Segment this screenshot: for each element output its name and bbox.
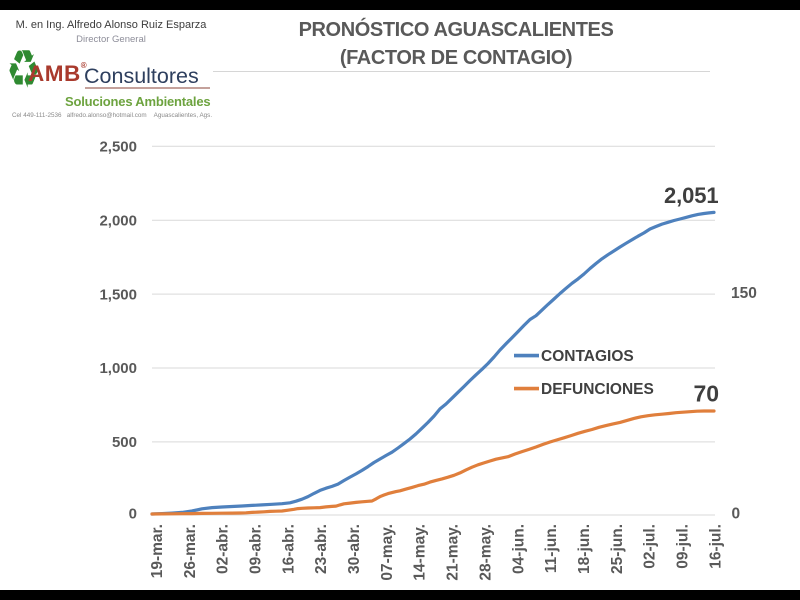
- svg-text:2,000: 2,000: [99, 212, 137, 229]
- svg-text:23-abr.: 23-abr.: [313, 524, 330, 574]
- svg-text:04-jun.: 04-jun.: [510, 524, 527, 574]
- svg-text:1,500: 1,500: [99, 286, 137, 303]
- svg-text:21-may.: 21-may.: [445, 524, 462, 581]
- svg-text:70: 70: [694, 381, 720, 407]
- svg-text:30-abr.: 30-abr.: [346, 524, 363, 574]
- svg-text:DEFUNCIONES: DEFUNCIONES: [541, 381, 654, 398]
- svg-text:18-jun.: 18-jun.: [576, 524, 593, 574]
- svg-text:19-mar.: 19-mar.: [149, 524, 166, 578]
- svg-text:11-jun.: 11-jun.: [543, 524, 560, 573]
- svg-text:02-jul.: 02-jul.: [642, 524, 659, 569]
- svg-text:25-jun.: 25-jun.: [609, 524, 626, 574]
- svg-text:26-mar.: 26-mar.: [182, 524, 199, 578]
- svg-text:14-may.: 14-may.: [412, 524, 429, 581]
- svg-text:2,051: 2,051: [664, 183, 719, 208]
- svg-text:16-jul.: 16-jul.: [707, 524, 724, 569]
- svg-text:09-abr.: 09-abr.: [248, 524, 265, 574]
- svg-text:500: 500: [112, 434, 137, 451]
- svg-text:09-jul.: 09-jul.: [675, 524, 692, 569]
- svg-text:2,500: 2,500: [99, 139, 137, 156]
- svg-text:28-may.: 28-may.: [477, 524, 494, 581]
- svg-text:0: 0: [129, 506, 137, 523]
- svg-text:07-may.: 07-may.: [379, 524, 396, 581]
- svg-text:1,000: 1,000: [99, 360, 137, 377]
- svg-text:02-abr.: 02-abr.: [215, 524, 232, 574]
- svg-text:CONTAGIOS: CONTAGIOS: [541, 348, 634, 365]
- svg-text:0: 0: [732, 506, 741, 523]
- svg-text:150: 150: [731, 285, 757, 302]
- svg-text:16-abr.: 16-abr.: [280, 524, 297, 574]
